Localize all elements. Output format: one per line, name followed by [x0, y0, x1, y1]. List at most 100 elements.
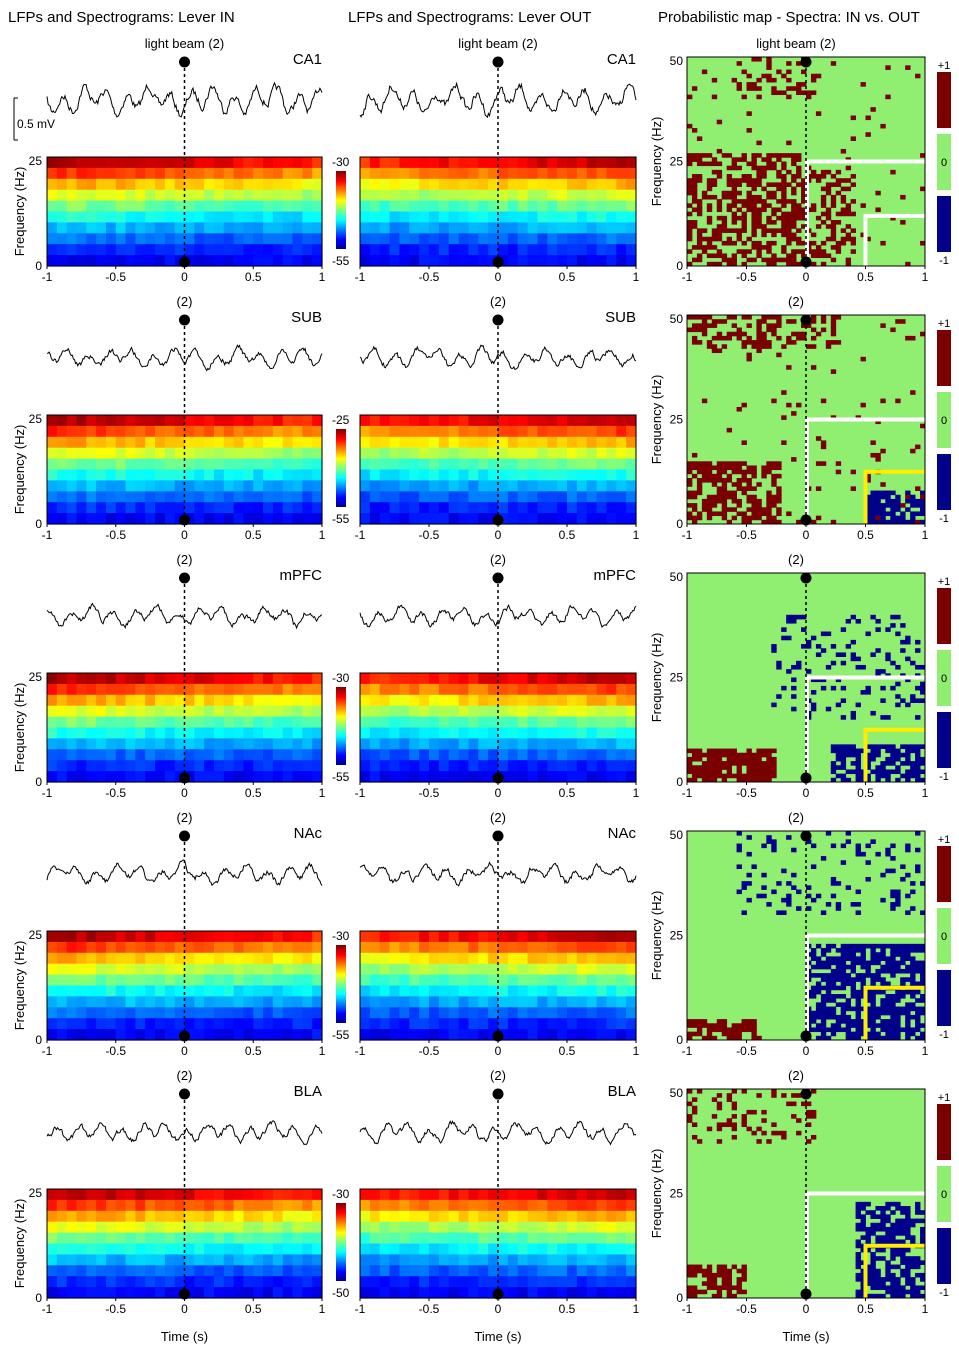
spectrogram-cell — [498, 1265, 509, 1277]
spectrogram-cell — [438, 1265, 450, 1277]
map-cell — [796, 153, 802, 158]
spectrogram-cell — [145, 705, 156, 718]
spectrogram-cell — [96, 1254, 107, 1266]
spectrogram-cell — [47, 513, 58, 525]
spectrogram-cell — [135, 458, 146, 471]
map-cell — [786, 86, 792, 91]
map-cell — [706, 186, 713, 192]
map-cell — [691, 153, 698, 158]
map-cell — [721, 220, 728, 225]
spectrogram-cell — [419, 985, 430, 997]
spectrogram-cell — [626, 749, 637, 761]
spectrogram-cell — [47, 694, 58, 707]
map-cell — [860, 402, 866, 408]
map-cell — [691, 315, 698, 320]
map-cell — [830, 744, 837, 749]
map-cell — [751, 1023, 757, 1028]
spectrogram-cell — [292, 469, 303, 481]
spectrogram-cell — [409, 673, 420, 685]
spectrogram-cell — [369, 189, 381, 202]
spectrogram-cell — [135, 749, 146, 761]
spectrogram-cell — [606, 513, 617, 525]
lfp-trace-col2 — [359, 604, 637, 629]
spectrogram-cell — [194, 1199, 205, 1212]
spectrogram-cell — [272, 683, 284, 696]
spectrogram-x-tick-label: 0.5 — [559, 270, 576, 284]
spectrogram-cell — [194, 1221, 205, 1234]
spectrogram-cell — [292, 1189, 303, 1201]
spectrogram-cell — [66, 1199, 78, 1212]
spectrogram-cell — [448, 222, 460, 234]
map-cell — [915, 964, 921, 970]
spectrogram-cell — [478, 771, 489, 783]
scale-bar-label: 0.5 mV — [17, 117, 55, 131]
map-cell — [761, 257, 767, 263]
spectrogram-cell — [576, 683, 588, 696]
map-cell — [870, 769, 876, 775]
map-cell — [900, 511, 906, 517]
map-cell — [865, 515, 871, 521]
map-cell — [885, 748, 891, 754]
map-cell — [870, 507, 876, 512]
spectrogram-cell — [282, 491, 294, 503]
spectrogram-cell — [86, 1007, 97, 1019]
map-x-tick-label: 0 — [803, 270, 810, 284]
map-cell — [706, 461, 713, 466]
spectrogram-cell — [616, 931, 627, 943]
map-cell — [786, 835, 792, 840]
map-cell — [716, 465, 723, 471]
spectrogram-cell — [369, 1018, 381, 1030]
map-cell — [731, 77, 737, 83]
spectrogram-cell — [282, 255, 294, 267]
map-cell — [840, 1002, 847, 1007]
map-cell — [840, 860, 847, 865]
map-cell — [701, 461, 708, 466]
spectrogram-cell — [616, 716, 627, 729]
spectrogram-cell — [263, 749, 274, 761]
spectrogram-cell — [616, 1199, 627, 1212]
map-cell — [810, 327, 817, 333]
spectrogram-cell — [66, 952, 78, 965]
map-cell — [766, 765, 772, 770]
map-cell — [830, 973, 837, 978]
spectrogram-cell — [576, 425, 588, 438]
spectrogram-cell — [56, 694, 68, 707]
spectrogram-cell — [302, 963, 313, 976]
spectrogram-cell — [135, 255, 146, 267]
spectrogram-cell — [488, 157, 499, 169]
spectrogram-cell — [468, 1276, 479, 1288]
map-cell — [895, 994, 901, 999]
spectrogram-cell — [86, 974, 97, 987]
map-cell — [845, 943, 852, 949]
map-cell — [855, 998, 861, 1003]
spectrogram-cell — [184, 425, 195, 438]
map-cell — [920, 1031, 926, 1037]
map-cell — [791, 694, 797, 699]
spectrogram-cell — [389, 458, 401, 471]
spectrogram-cell — [272, 1189, 284, 1201]
spectrogram-cell — [194, 469, 205, 481]
spectrogram-cell — [606, 200, 617, 213]
spectrogram-cell — [399, 1232, 410, 1245]
map-cell — [870, 1019, 876, 1024]
spectrogram-cell — [507, 211, 519, 223]
spectrogram-cell — [419, 1018, 430, 1030]
spectrogram-cell — [616, 1287, 627, 1299]
map-cell — [810, 702, 817, 708]
spectrogram-cell — [292, 178, 303, 191]
spectrogram-cell — [164, 738, 176, 750]
map-cell — [731, 228, 737, 233]
spectrogram-cell — [389, 1029, 401, 1041]
spectrogram-cell — [547, 1287, 558, 1299]
map-cell — [845, 257, 852, 263]
map-cell — [810, 1014, 817, 1020]
map-cell — [810, 948, 817, 953]
map-cell — [915, 773, 921, 779]
map-cell — [756, 769, 762, 775]
spectrogram-cell — [379, 491, 391, 503]
spectrogram-cell — [567, 1265, 578, 1277]
spectrogram-cell — [115, 502, 127, 514]
map-cell — [741, 174, 747, 179]
map-cell — [835, 1019, 842, 1024]
